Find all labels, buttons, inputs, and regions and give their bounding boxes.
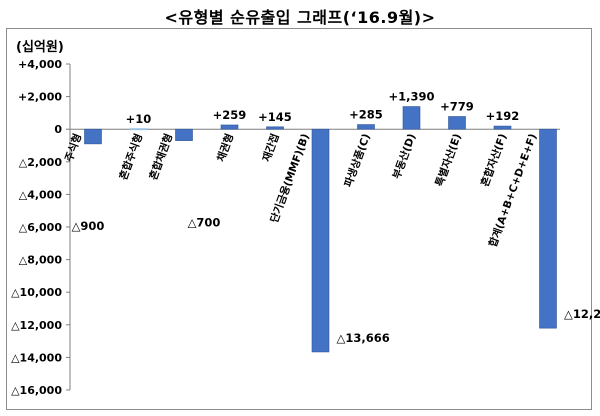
category-label: 부동산(D) <box>390 132 418 181</box>
y-tick-label: △4,000 <box>19 188 63 201</box>
data-label: +1,390 <box>388 90 434 104</box>
y-tick-label: △14,000 <box>11 351 62 364</box>
bar <box>539 128 557 329</box>
bar <box>493 125 512 130</box>
bar <box>448 116 466 130</box>
data-label: +259 <box>213 108 247 122</box>
y-tick-label: △8,000 <box>19 254 63 267</box>
y-tick-label: △16,000 <box>11 384 62 397</box>
category-label: 특별자산(E) <box>433 132 464 189</box>
data-label: △700 <box>188 216 221 230</box>
y-tick-label: 0 <box>54 123 62 136</box>
category-label: 혼합주식형 <box>117 132 146 182</box>
y-tick-label: +2,000 <box>18 91 62 104</box>
y-tick-label: +4,000 <box>18 58 62 71</box>
y-tick-label: △10,000 <box>11 286 62 299</box>
category-label: 혼합채권형 <box>147 132 176 182</box>
category-label: 혼합자산(F) <box>478 132 509 189</box>
data-label: △900 <box>72 219 105 233</box>
category-label: 파생상품(C) <box>341 132 372 189</box>
data-label: +779 <box>440 100 474 114</box>
category-label: 채권형 <box>214 132 236 164</box>
category-label: 재간접 <box>260 132 282 164</box>
chart-title: <유형별 순유출입 그래프(‘16.9월)> <box>164 8 436 27</box>
data-label: +10 <box>126 112 152 126</box>
y-tick-label: △6,000 <box>19 221 63 234</box>
bar <box>357 124 375 130</box>
bar <box>84 128 102 145</box>
chart-frame <box>6 28 592 410</box>
bar <box>266 126 284 130</box>
bar <box>130 128 147 131</box>
category-label: 주식형 <box>62 132 84 164</box>
data-label: +285 <box>349 108 383 122</box>
data-label: △12,206 <box>564 307 600 321</box>
y-axis-unit-label: (십억원) <box>16 40 64 55</box>
y-tick-label: △12,000 <box>11 319 62 332</box>
bar <box>175 128 193 141</box>
y-tick-label: △2,000 <box>19 156 63 169</box>
data-label: +192 <box>486 109 520 123</box>
data-label: +145 <box>258 110 292 124</box>
data-label: △13,666 <box>337 331 390 345</box>
bar <box>311 128 330 353</box>
bar <box>402 106 421 130</box>
bar <box>220 124 239 130</box>
